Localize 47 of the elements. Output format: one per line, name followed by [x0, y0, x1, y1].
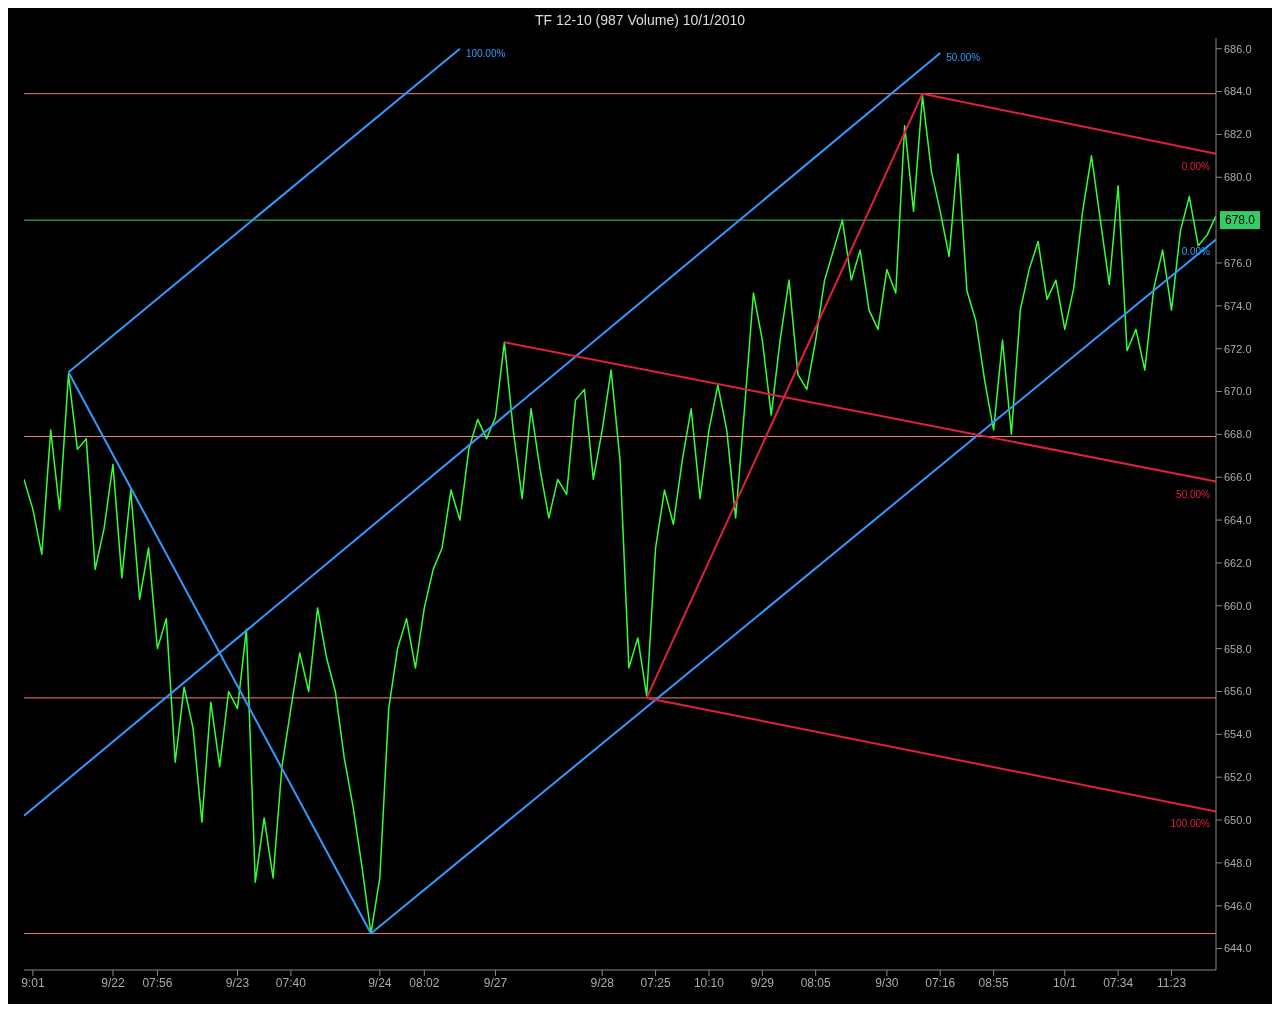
x-tick-label: 9/29 — [750, 975, 775, 990]
y-tick-label: 656.0 — [1224, 685, 1252, 698]
y-tick-label: 652.0 — [1224, 771, 1252, 784]
y-tick-label: 680.0 — [1224, 171, 1252, 184]
ref-line-label: 678.0 — [1224, 213, 1256, 228]
x-tick-label: 9:01 — [21, 975, 45, 990]
y-tick-label: 650.0 — [1224, 813, 1252, 826]
series-label: 0.00% — [1181, 160, 1211, 172]
x-tick-label: 9/22 — [101, 975, 125, 990]
x-tick-label: 08:05 — [800, 975, 832, 990]
x-tick-label: 9/27 — [483, 975, 508, 990]
x-tick-label: 07:34 — [1103, 975, 1134, 990]
x-tick-label: 9/30 — [875, 975, 899, 990]
x-tick-label: 9/28 — [590, 975, 615, 990]
y-tick-label: 662.0 — [1224, 556, 1252, 569]
series-label: 100.00% — [465, 47, 506, 59]
x-tick-label: 07:56 — [142, 975, 173, 990]
y-tick-label: 670.0 — [1224, 385, 1252, 398]
x-tick-label: 07:40 — [275, 975, 307, 990]
y-tick-label: 654.0 — [1224, 728, 1252, 741]
series-label: 100.00% — [1170, 818, 1211, 830]
y-tick-label: 668.0 — [1224, 428, 1252, 441]
y-tick-label: 676.0 — [1224, 256, 1252, 269]
y-tick-label: 664.0 — [1224, 513, 1252, 526]
y-tick-label: 648.0 — [1224, 856, 1252, 869]
chart-title: TF 12-10 (987 Volume) 10/1/2010 — [533, 11, 747, 30]
y-tick-label: 682.0 — [1224, 128, 1252, 141]
y-tick-label: 644.0 — [1224, 942, 1252, 955]
x-tick-label: 9/24 — [368, 975, 392, 990]
x-tick-label: 10/1 — [1053, 975, 1077, 990]
x-tick-label: 08:02 — [409, 975, 440, 990]
y-tick-label: 684.0 — [1224, 85, 1252, 98]
y-tick-label: 660.0 — [1224, 599, 1252, 612]
x-tick-label: 11:23 — [1156, 975, 1187, 990]
x-tick-label: 9/23 — [225, 975, 250, 990]
x-tick-label: 07:25 — [640, 975, 671, 990]
y-tick-label: 666.0 — [1224, 471, 1252, 484]
series-label: 50.00% — [946, 52, 981, 63]
series-label: 50.00% — [1176, 488, 1211, 500]
x-tick-label: 08:55 — [978, 975, 1009, 990]
y-tick-label: 672.0 — [1224, 342, 1252, 355]
y-tick-label: 686.0 — [1224, 42, 1252, 55]
y-tick-label: 646.0 — [1224, 899, 1252, 912]
y-tick-label: 674.0 — [1224, 299, 1252, 312]
x-tick-label: 07:16 — [925, 975, 956, 990]
y-tick-label: 658.0 — [1224, 642, 1252, 655]
x-tick-label: 10:10 — [693, 975, 725, 990]
